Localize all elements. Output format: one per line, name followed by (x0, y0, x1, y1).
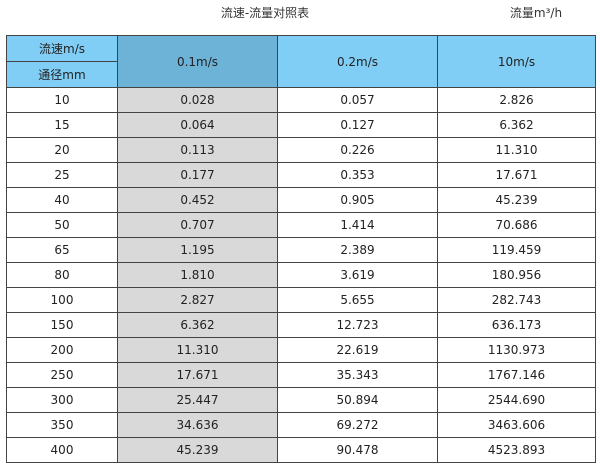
flow-cell: 34.636 (117, 412, 278, 438)
flow-cell: 1767.146 (437, 362, 596, 388)
table-row: 15 0.064 0.127 6.362 (6, 112, 596, 138)
diameter-cell: 15 (6, 112, 118, 138)
diameter-cell: 50 (6, 212, 118, 238)
table-row: 200 11.310 22.619 1130.973 (6, 337, 596, 363)
flow-cell: 5.655 (277, 287, 438, 313)
flow-cell: 0.452 (117, 187, 278, 213)
diameter-cell: 20 (6, 137, 118, 163)
flow-cell: 45.239 (117, 437, 278, 463)
diameter-header: 通径mm (6, 61, 118, 88)
flow-cell: 0.113 (117, 137, 278, 163)
flow-cell: 17.671 (117, 362, 278, 388)
table-row: 350 34.636 69.272 3463.606 (6, 412, 596, 438)
table-row: 150 6.362 12.723 636.173 (6, 312, 596, 338)
flow-cell: 70.686 (437, 212, 596, 238)
flow-cell: 0.057 (277, 87, 438, 113)
flow-cell: 0.064 (117, 112, 278, 138)
table-row: 25 0.177 0.353 17.671 (6, 162, 596, 188)
flow-cell: 6.362 (117, 312, 278, 338)
flow-cell: 12.723 (277, 312, 438, 338)
flow-cell: 3463.606 (437, 412, 596, 438)
column-header: 0.1m/s (117, 35, 278, 88)
flow-cell: 2.826 (437, 87, 596, 113)
flow-cell: 119.459 (437, 237, 596, 263)
flow-cell: 282.743 (437, 287, 596, 313)
flow-cell: 45.239 (437, 187, 596, 213)
diameter-cell: 10 (6, 87, 118, 113)
diameter-cell: 100 (6, 287, 118, 313)
flow-cell: 0.905 (277, 187, 438, 213)
flow-cell: 4523.893 (437, 437, 596, 463)
flow-cell: 11.310 (117, 337, 278, 363)
velocity-header: 流速m/s (6, 35, 118, 62)
flow-cell: 2.827 (117, 287, 278, 313)
flow-velocity-table: 流速m/s 0.1m/s 0.2m/s 10m/s 通径mm 10 0.028 0.… (6, 35, 596, 463)
unit-label: 流量m³/h (509, 6, 563, 20)
flow-cell: 2.389 (277, 237, 438, 263)
table-title: 流速-流量对照表 (220, 6, 310, 20)
table-row: 40 0.452 0.905 45.239 (6, 187, 596, 213)
column-header: 0.2m/s (277, 35, 438, 88)
diameter-cell: 300 (6, 387, 118, 413)
flow-cell: 22.619 (277, 337, 438, 363)
table-row: 80 1.810 3.619 180.956 (6, 262, 596, 288)
table-row: 100 2.827 5.655 282.743 (6, 287, 596, 313)
diameter-cell: 200 (6, 337, 118, 363)
flow-cell: 1.810 (117, 262, 278, 288)
table-row: 65 1.195 2.389 119.459 (6, 237, 596, 263)
flow-cell: 1.195 (117, 237, 278, 263)
table-row: 250 17.671 35.343 1767.146 (6, 362, 596, 388)
flow-cell: 50.894 (277, 387, 438, 413)
flow-cell: 1130.973 (437, 337, 596, 363)
flow-cell: 17.671 (437, 162, 596, 188)
diameter-cell: 25 (6, 162, 118, 188)
flow-cell: 636.173 (437, 312, 596, 338)
flow-cell: 3.619 (277, 262, 438, 288)
table-row: 300 25.447 50.894 2544.690 (6, 387, 596, 413)
flow-cell: 0.707 (117, 212, 278, 238)
flow-cell: 1.414 (277, 212, 438, 238)
flow-cell: 90.478 (277, 437, 438, 463)
column-header: 10m/s (437, 35, 596, 88)
flow-cell: 0.177 (117, 162, 278, 188)
flow-cell: 0.028 (117, 87, 278, 113)
flow-cell: 6.362 (437, 112, 596, 138)
table-row: 400 45.239 90.478 4523.893 (6, 437, 596, 463)
diameter-cell: 65 (6, 237, 118, 263)
flow-cell: 25.447 (117, 387, 278, 413)
flow-cell: 180.956 (437, 262, 596, 288)
table-row: 10 0.028 0.057 2.826 (6, 87, 596, 113)
flow-cell: 69.272 (277, 412, 438, 438)
flow-cell: 11.310 (437, 137, 596, 163)
flow-cell: 2544.690 (437, 387, 596, 413)
table-row: 50 0.707 1.414 70.686 (6, 212, 596, 238)
flow-cell: 0.127 (277, 112, 438, 138)
diameter-cell: 400 (6, 437, 118, 463)
diameter-cell: 40 (6, 187, 118, 213)
flow-cell: 35.343 (277, 362, 438, 388)
diameter-cell: 350 (6, 412, 118, 438)
table-body: 10 0.028 0.057 2.826 15 0.064 0.127 6.362 20 0.11… (6, 87, 596, 463)
diameter-cell: 80 (6, 262, 118, 288)
diameter-cell: 250 (6, 362, 118, 388)
flow-cell: 0.353 (277, 162, 438, 188)
table-row: 20 0.113 0.226 11.310 (6, 137, 596, 163)
diameter-cell: 150 (6, 312, 118, 338)
flow-cell: 0.226 (277, 137, 438, 163)
